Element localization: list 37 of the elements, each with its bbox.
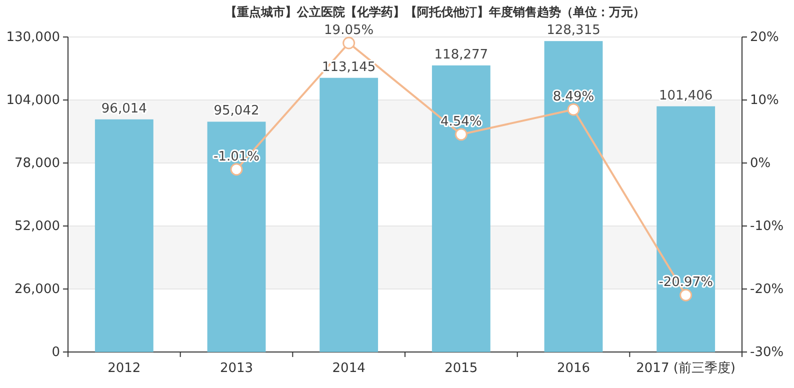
data-label: 19.05% bbox=[324, 22, 374, 38]
bar bbox=[94, 119, 154, 352]
data-label: 118,277 bbox=[434, 47, 488, 62]
data-label: 95,042 bbox=[214, 104, 260, 119]
y-tick-label: 104,000 bbox=[6, 93, 60, 108]
x-tick-label: 2012 bbox=[108, 361, 141, 376]
data-label: 8.49% bbox=[552, 90, 594, 105]
bar bbox=[432, 65, 490, 352]
y2-tick-label: 20% bbox=[750, 30, 779, 45]
point bbox=[342, 36, 356, 50]
point bbox=[230, 163, 243, 176]
x-tick-label: 2016 bbox=[556, 361, 590, 376]
y-tick-label: 130,000 bbox=[6, 30, 60, 45]
x-tick-label: 2015 bbox=[444, 361, 478, 376]
y-tick-label: 78,000 bbox=[14, 156, 60, 171]
data-label: 101,406 bbox=[658, 88, 713, 104]
chart-title: 【重点城市】公立医院【化学药】【阿托伐他汀】年度销售趋势（单位：万元） bbox=[225, 5, 645, 19]
y-tick-label: 52,000 bbox=[14, 219, 60, 234]
y2-tick-label: -10% bbox=[750, 219, 784, 234]
point bbox=[680, 288, 692, 302]
x-tick-label: 2017 (前三季度) bbox=[636, 360, 736, 376]
bar bbox=[207, 122, 266, 352]
x-tick-label: 2013 bbox=[220, 361, 254, 376]
point bbox=[567, 103, 580, 116]
y-tick-label: 0 bbox=[52, 345, 60, 360]
data-label: 96,014 bbox=[101, 101, 147, 116]
bar bbox=[544, 41, 603, 352]
y-tick-label: 26,000 bbox=[14, 282, 60, 297]
data-label: 128,315 bbox=[546, 23, 600, 38]
y2-tick-label: -30% bbox=[750, 345, 784, 360]
y2-tick-label: 10% bbox=[750, 93, 779, 108]
bar bbox=[656, 106, 716, 352]
y2-tick-label: 0% bbox=[750, 156, 771, 171]
point bbox=[454, 128, 468, 141]
y2-tick-label: -20% bbox=[750, 282, 784, 297]
x-tick-label: 2014 bbox=[332, 361, 366, 376]
bar bbox=[320, 78, 378, 352]
